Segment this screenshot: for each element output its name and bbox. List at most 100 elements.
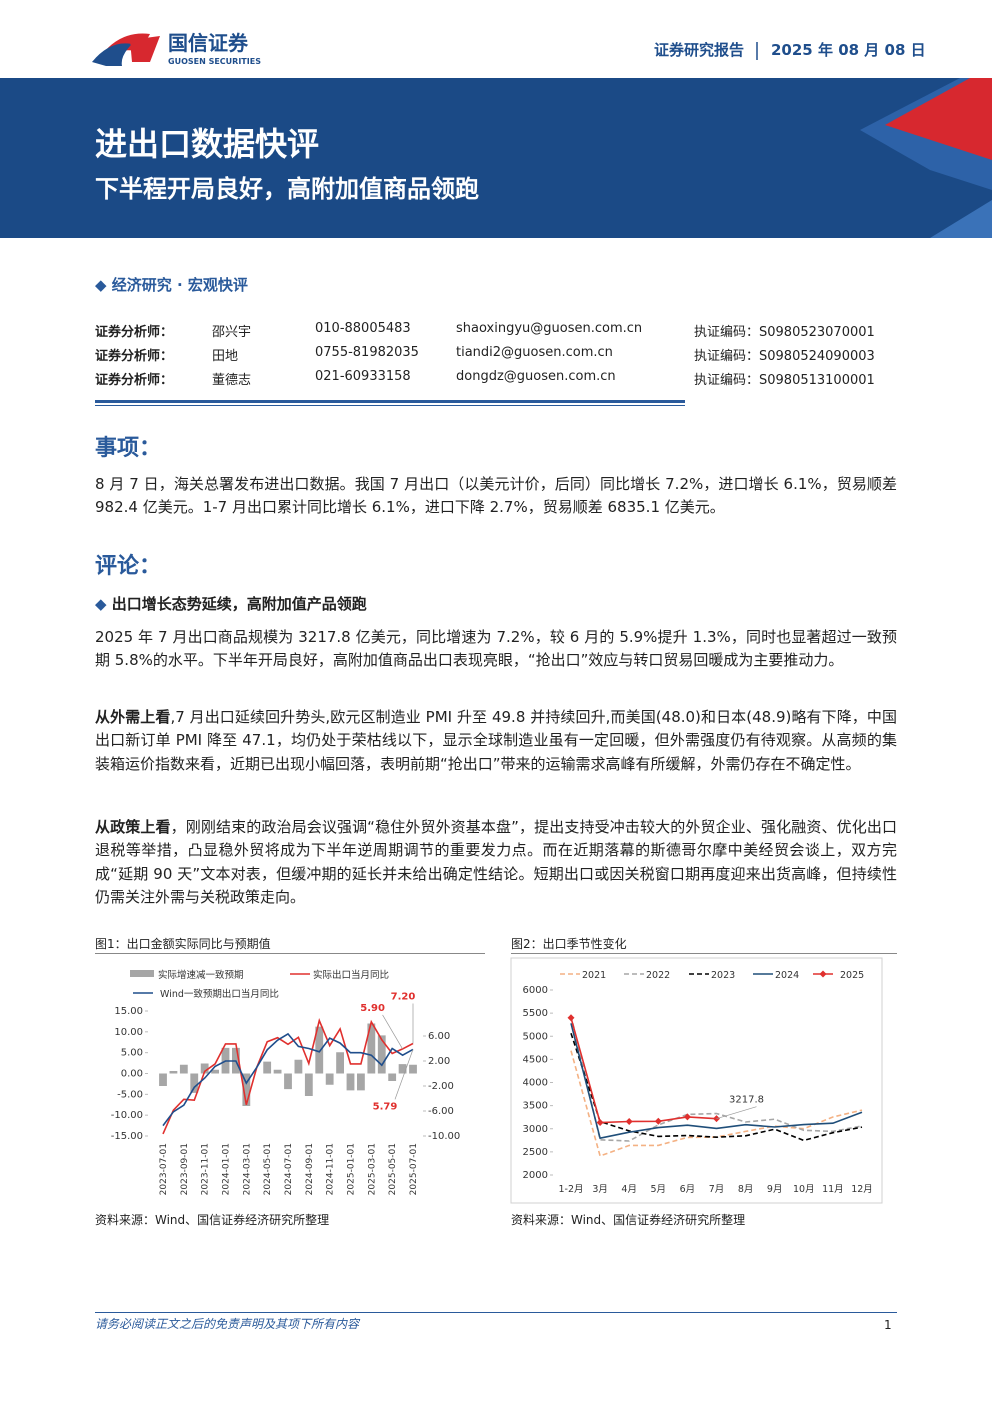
x-tick-label: 2023-07-01 — [159, 1143, 169, 1195]
figure-source: 资料来源：Wind、国信证券经济研究所整理 — [95, 1213, 330, 1227]
bar — [398, 1064, 407, 1074]
bar — [357, 1073, 365, 1091]
marker — [625, 1118, 633, 1126]
legend-label: 2023 — [711, 970, 735, 981]
data-label: 7.20 — [391, 992, 416, 1003]
bar — [409, 1064, 417, 1074]
license: 执证编码：S0980524090003 — [694, 349, 875, 364]
paragraph: 8 月 7 日，海关总署发布进出口数据。我国 7 月出口（以美元计价，后同）同比… — [95, 475, 897, 517]
line — [570, 1015, 863, 1142]
plot-frame — [510, 957, 883, 1204]
bar — [325, 1073, 334, 1085]
x-tick-label: 2025-07-01 — [409, 1143, 419, 1195]
x-tick-label: 2023-11-01 — [201, 1143, 211, 1195]
x-tick-label: 2025-01-01 — [347, 1143, 357, 1195]
y2-tick-label: -6.00 — [428, 1106, 454, 1117]
y-tick-label: 0.00 — [121, 1069, 143, 1080]
bar — [211, 1069, 219, 1074]
x-tick-label: 5月 — [651, 1184, 667, 1195]
lead: 从外需上看 — [95, 708, 171, 726]
bar — [263, 1061, 272, 1074]
email: tiandi2@guosen.com.cn — [456, 345, 613, 360]
phone: 010-88005483 — [315, 321, 411, 336]
analyst-name: 田地 — [212, 349, 239, 364]
bar — [159, 1073, 167, 1086]
y-tick-label: 4000 — [523, 1078, 548, 1089]
y-tick-label: -15.00 — [111, 1131, 143, 1142]
marker — [654, 1117, 662, 1125]
y-tick-label: 2000 — [523, 1170, 548, 1181]
bar — [315, 1026, 324, 1074]
role: 证券分析师： — [95, 373, 174, 388]
x-tick-label: 2025-05-01 — [388, 1143, 398, 1195]
y2-tick-label: 2.00 — [428, 1056, 450, 1067]
legend-label: 2024 — [775, 970, 799, 981]
heading: 事项： — [95, 436, 162, 461]
legend-label: Wind一致预期出口当月同比 — [160, 988, 279, 1000]
logo-blue — [92, 43, 132, 66]
title: 进出口数据快评 — [95, 125, 319, 163]
line — [162, 1018, 414, 1135]
legend-marker — [819, 970, 827, 978]
bar — [190, 1073, 199, 1093]
paragraph: 从政策上看，刚刚结束的政治局会议强调“稳住外贸外资基本盘”，提出支持受冲击较大的… — [95, 816, 897, 910]
y-tick-label: 3000 — [523, 1124, 548, 1135]
x-tick-label: 7月 — [709, 1184, 725, 1195]
legend-label: 实际增速减一致预期 — [158, 969, 244, 981]
y-tick-label: 15.00 — [114, 1006, 143, 1017]
bullet: ◆ — [95, 595, 112, 613]
y2-tick-label: -2.00 — [428, 1081, 454, 1092]
bar — [294, 1059, 303, 1074]
footer-rule — [95, 1312, 897, 1313]
x-tick-label: 2024-05-01 — [263, 1143, 273, 1195]
x-tick-label: 10月 — [793, 1184, 815, 1195]
x-tick-label: 2024-11-01 — [326, 1143, 336, 1195]
chart: 2000 2500 3000 3500 4000 4500 5000 5500 6000 1-2月… — [510, 957, 883, 1204]
legend-label: 实际出口当月同比 — [313, 969, 389, 981]
marker — [567, 1014, 575, 1022]
y-tick-label: -5.00 — [117, 1089, 143, 1100]
figure-caption: 图2：出口季节性变化 — [511, 937, 627, 951]
header-graphics: 国信证券 GUOSEN SECURITIES 证券研究报告 2025 年 08 … — [0, 31, 992, 238]
data-label: 5.90 — [360, 1003, 385, 1014]
data-label: 3217.8 — [729, 1095, 764, 1106]
bar — [304, 1073, 313, 1096]
line — [570, 1023, 863, 1140]
bar — [169, 1071, 178, 1074]
role: 证券分析师： — [95, 349, 174, 364]
x-tick-label: 11月 — [822, 1184, 844, 1195]
marker — [596, 1118, 604, 1126]
caption-rule — [95, 953, 485, 954]
disclaimer: 请务必阅读正文之后的免责声明及其项下所有内容 — [95, 1317, 360, 1331]
bar — [367, 1023, 376, 1074]
label-leader — [394, 1049, 414, 1100]
lead: 从政策上看 — [95, 818, 171, 836]
figure-source: 资料来源：Wind、国信证券经济研究所整理 — [511, 1213, 746, 1227]
x-tick-label: 4月 — [621, 1184, 637, 1195]
category: ◆ 经济研究 · 宏观快评 — [95, 274, 248, 295]
y-tick-label: 10.00 — [114, 1027, 143, 1038]
x-tick-label: 2025-03-01 — [367, 1143, 377, 1195]
paragraph-text: ,7 月出口延续回升势头,欧元区制造业 PMI 升至 49.8 并持续回升,而美… — [95, 708, 897, 773]
paragraph-text: ，刚刚结束的政治局会议强调“稳住外贸外资基本盘”，提出支持受冲击较大的外贸企业、… — [95, 818, 897, 907]
subheading-text: 出口增长态势延续，高附加值产品领跑 — [111, 595, 367, 613]
x-tick-label: 9月 — [767, 1184, 783, 1195]
legend-label: 2022 — [646, 970, 670, 981]
paragraph: 从外需上看,7 月出口延续回升势头,欧元区制造业 PMI 升至 49.8 并持续… — [95, 706, 897, 776]
y-tick-label: 4500 — [523, 1054, 548, 1065]
rule — [95, 405, 685, 406]
role: 证券分析师： — [95, 325, 174, 340]
y2-tick-label: 6.00 — [428, 1031, 450, 1042]
bar — [273, 1069, 282, 1074]
x-tick-label: 2024-09-01 — [305, 1143, 315, 1195]
bar — [200, 1063, 209, 1074]
paragraph: 2025 年 7 月出口商品规模为 3217.8 亿美元，同比增速为 7.2%，… — [95, 628, 897, 670]
x-tick-label: 2024-03-01 — [242, 1143, 252, 1195]
label-leader — [382, 1014, 403, 1050]
x-tick-label: 1-2月 — [558, 1184, 583, 1195]
logo-red2 — [130, 36, 160, 62]
banner-red — [885, 78, 992, 160]
rule — [95, 400, 685, 403]
line — [570, 1050, 863, 1158]
